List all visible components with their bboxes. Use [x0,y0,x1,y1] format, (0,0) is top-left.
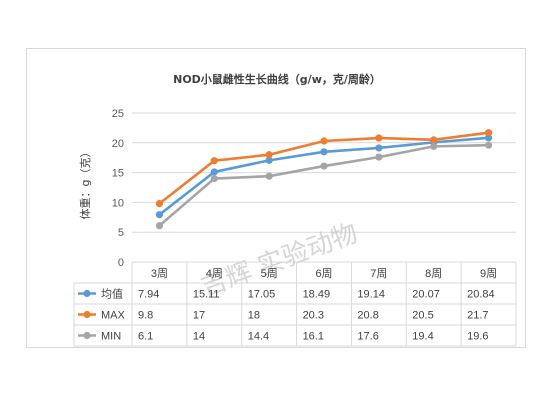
data-point [210,157,218,165]
y-tick-label: 10 [112,197,124,209]
legend-entry: 均值 [101,288,123,301]
data-point [320,162,328,170]
grid [132,112,516,233]
x-tick-label: 4周 [206,267,223,280]
legend-entry: MAX [101,310,126,322]
legend-marker [83,331,91,340]
table-cell: 19.4 [412,331,433,343]
data-point [265,156,273,164]
y-axis-label: 体重：g（克） [78,147,92,220]
table-cell: 18.49 [303,289,331,301]
table-cell: 17 [193,310,205,322]
data-point [484,134,493,142]
x-tick-label: 5周 [261,267,278,280]
table-cell: 20.84 [467,289,495,301]
table-cell: 19.14 [357,289,385,301]
table-cell: 6.1 [138,331,153,343]
data-point [484,141,493,149]
data-point [265,151,273,159]
y-ticks: 0 5 10 15 20 25 [112,108,124,269]
data-point [430,136,438,144]
data-point [430,142,438,150]
series-lines [155,129,493,230]
legend-marker [83,310,91,319]
data-point [320,148,328,156]
y-tick-label: 0 [118,257,124,269]
data-point [265,172,273,180]
chart-title: NOD小鼠雌性生长曲线（g/w，克/周龄） [173,72,381,86]
table-cell: 9.8 [138,310,153,322]
data-point [210,168,218,176]
data-point [155,199,164,208]
x-tick-label: 6周 [315,267,332,280]
chart-frame: NOD小鼠雌性生长曲线（g/w，克/周龄） 0 5 10 15 20 25 体重：g（克）… [26,48,526,348]
table-cell: 21.7 [467,310,488,322]
table-cell: 19.6 [467,331,488,343]
series-line-2 [158,143,489,227]
table-cell: 20.8 [357,310,378,322]
table-cell: 17.6 [357,331,378,343]
x-tick-label: 7周 [370,267,387,280]
table-cell: 18 [248,310,260,322]
table-cell: 20.5 [412,310,433,322]
y-tick-label: 20 [112,138,124,150]
data-point [484,129,493,137]
data-point [155,222,164,230]
watermark: 吉辉 实验动物 [197,218,362,302]
x-tick-label: 8周 [425,267,442,280]
data-point [210,174,218,183]
data-point [155,211,164,219]
data-point [375,134,383,142]
table-cell: 20.3 [303,310,324,322]
watermark-text: 吉辉 实验动物 [197,218,362,302]
y-tick-label: 15 [112,168,124,180]
table-cell: 14 [193,331,205,343]
table-cell: 7.94 [138,289,159,301]
table-cell: 20.07 [412,289,440,301]
table-cell: 17.05 [248,289,276,301]
legend-marker [83,289,91,298]
x-tick-label: 9周 [480,267,497,280]
y-tick-label: 5 [118,227,124,239]
legend-entry: MIN [101,331,121,343]
data-point [375,144,383,152]
data-point [375,153,383,161]
table-cell: 15.11 [193,289,220,301]
table-cell: 16.1 [303,331,324,343]
data-point [320,137,328,145]
chart-svg: NOD小鼠雌性生长曲线（g/w，克/周龄） 0 5 10 15 20 25 体重：g（克）… [73,72,517,347]
table-cell: 14.4 [248,331,269,343]
y-tick-label: 25 [112,108,124,120]
x-tick-label: 3周 [151,267,168,280]
